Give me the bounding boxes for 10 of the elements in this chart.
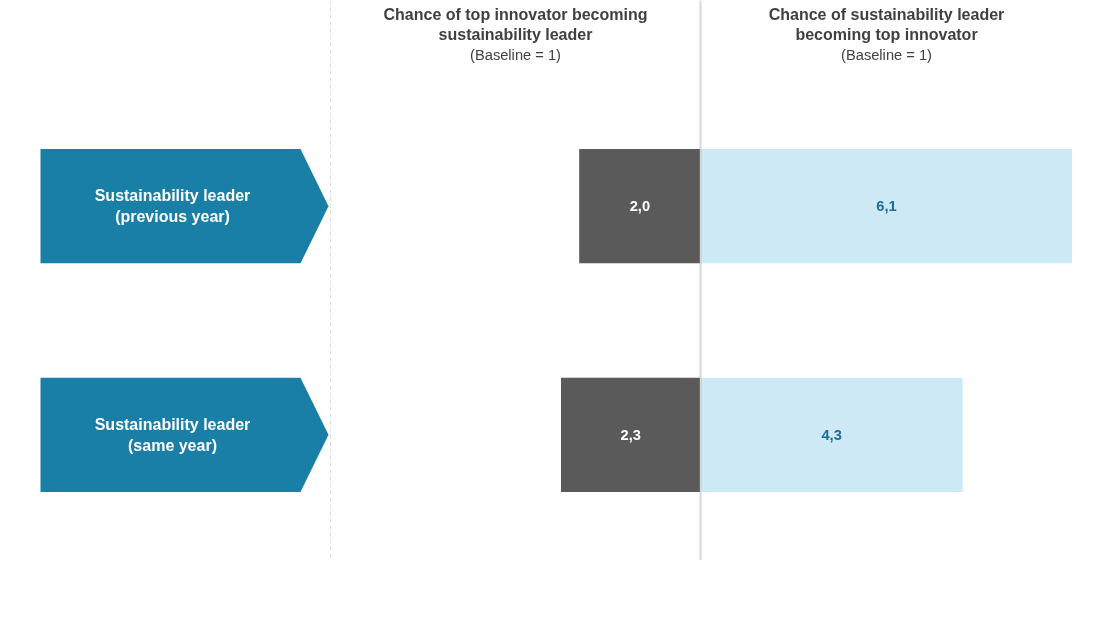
data-label: 6,1 xyxy=(876,198,897,215)
text: (Baseline = 1) xyxy=(841,47,932,64)
text: Chance of top innovator becoming sustainability leader xyxy=(383,5,648,44)
text: Chance of sustainability leader becoming top innovator xyxy=(768,5,1005,44)
category-label: Sustainability leader (previous year) xyxy=(94,187,251,225)
data-label: 4,3 xyxy=(821,426,842,443)
text: (Baseline = 1) xyxy=(470,47,561,64)
data-label: 2,0 xyxy=(629,198,651,215)
category-label: Sustainability leader (same year) xyxy=(94,416,251,454)
data-label: 2,3 xyxy=(620,426,641,443)
